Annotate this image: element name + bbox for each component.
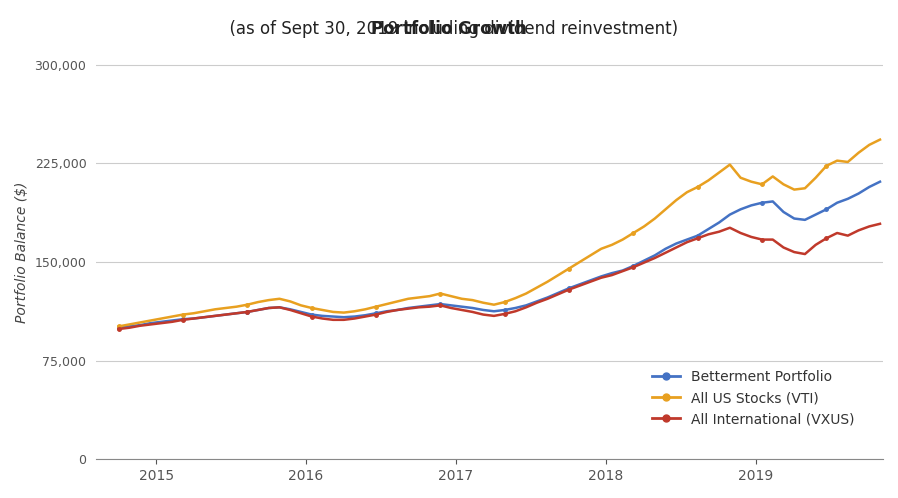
Betterment Portfolio [295, 309, 306, 315]
Line: All International (VXUS): All International (VXUS) [117, 222, 882, 331]
All US Stocks (VTI) [113, 323, 124, 329]
All US Stocks (VTI) [875, 136, 885, 142]
All International (VXUS) [628, 264, 638, 270]
Betterment Portfolio [628, 263, 638, 269]
Legend: Betterment Portfolio, All US Stocks (VTI), All International (VXUS): Betterment Portfolio, All US Stocks (VTI… [647, 365, 860, 432]
Betterment Portfolio [113, 325, 124, 331]
All US Stocks (VTI) [371, 304, 382, 310]
Line: All US Stocks (VTI): All US Stocks (VTI) [117, 138, 882, 328]
All US Stocks (VTI) [295, 302, 306, 308]
Betterment Portfolio [221, 312, 232, 318]
All US Stocks (VTI) [542, 279, 553, 285]
All US Stocks (VTI) [221, 305, 232, 311]
Text: Portfolio Growth: Portfolio Growth [371, 20, 527, 38]
Betterment Portfolio [542, 294, 553, 300]
All International (VXUS) [221, 312, 232, 318]
All International (VXUS) [295, 310, 306, 316]
Betterment Portfolio [875, 179, 885, 185]
All International (VXUS) [875, 221, 885, 227]
Betterment Portfolio [371, 310, 382, 316]
All International (VXUS) [371, 312, 382, 318]
Text: (as of Sept 30, 2019 including dividend reinvestment): (as of Sept 30, 2019 including dividend … [219, 20, 679, 38]
All International (VXUS) [113, 326, 124, 332]
All International (VXUS) [595, 275, 606, 281]
Betterment Portfolio [595, 273, 606, 279]
Y-axis label: Portfolio Balance ($): Portfolio Balance ($) [15, 181, 29, 323]
All US Stocks (VTI) [628, 230, 638, 236]
Line: Betterment Portfolio: Betterment Portfolio [117, 180, 882, 330]
All US Stocks (VTI) [595, 246, 606, 252]
All International (VXUS) [542, 296, 553, 302]
